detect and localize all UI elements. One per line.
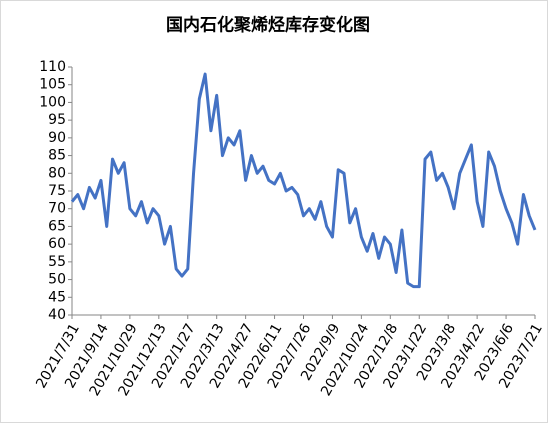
data-line — [70, 72, 537, 289]
y-tick-label: 40 — [48, 307, 66, 323]
chart-title: 国内石化聚烯烃库存变化图 — [166, 15, 370, 36]
y-tick-label: 70 — [48, 201, 66, 217]
y-tick-label: 45 — [48, 289, 66, 305]
y-tick-label: 85 — [48, 148, 66, 164]
y-tick-label: 65 — [48, 218, 66, 234]
y-tick-label: 50 — [48, 272, 66, 288]
y-tick-label: 110 — [39, 59, 66, 75]
y-tick-label: 55 — [48, 254, 66, 270]
y-tick-label: 100 — [39, 94, 66, 110]
y-tick-label: 95 — [48, 112, 66, 128]
y-tick-label: 90 — [48, 130, 66, 146]
y-tick-label: 60 — [48, 236, 66, 252]
y-tick-label: 75 — [48, 183, 66, 199]
y-tick-label: 80 — [48, 165, 66, 181]
y-tick-label: 105 — [39, 77, 66, 93]
